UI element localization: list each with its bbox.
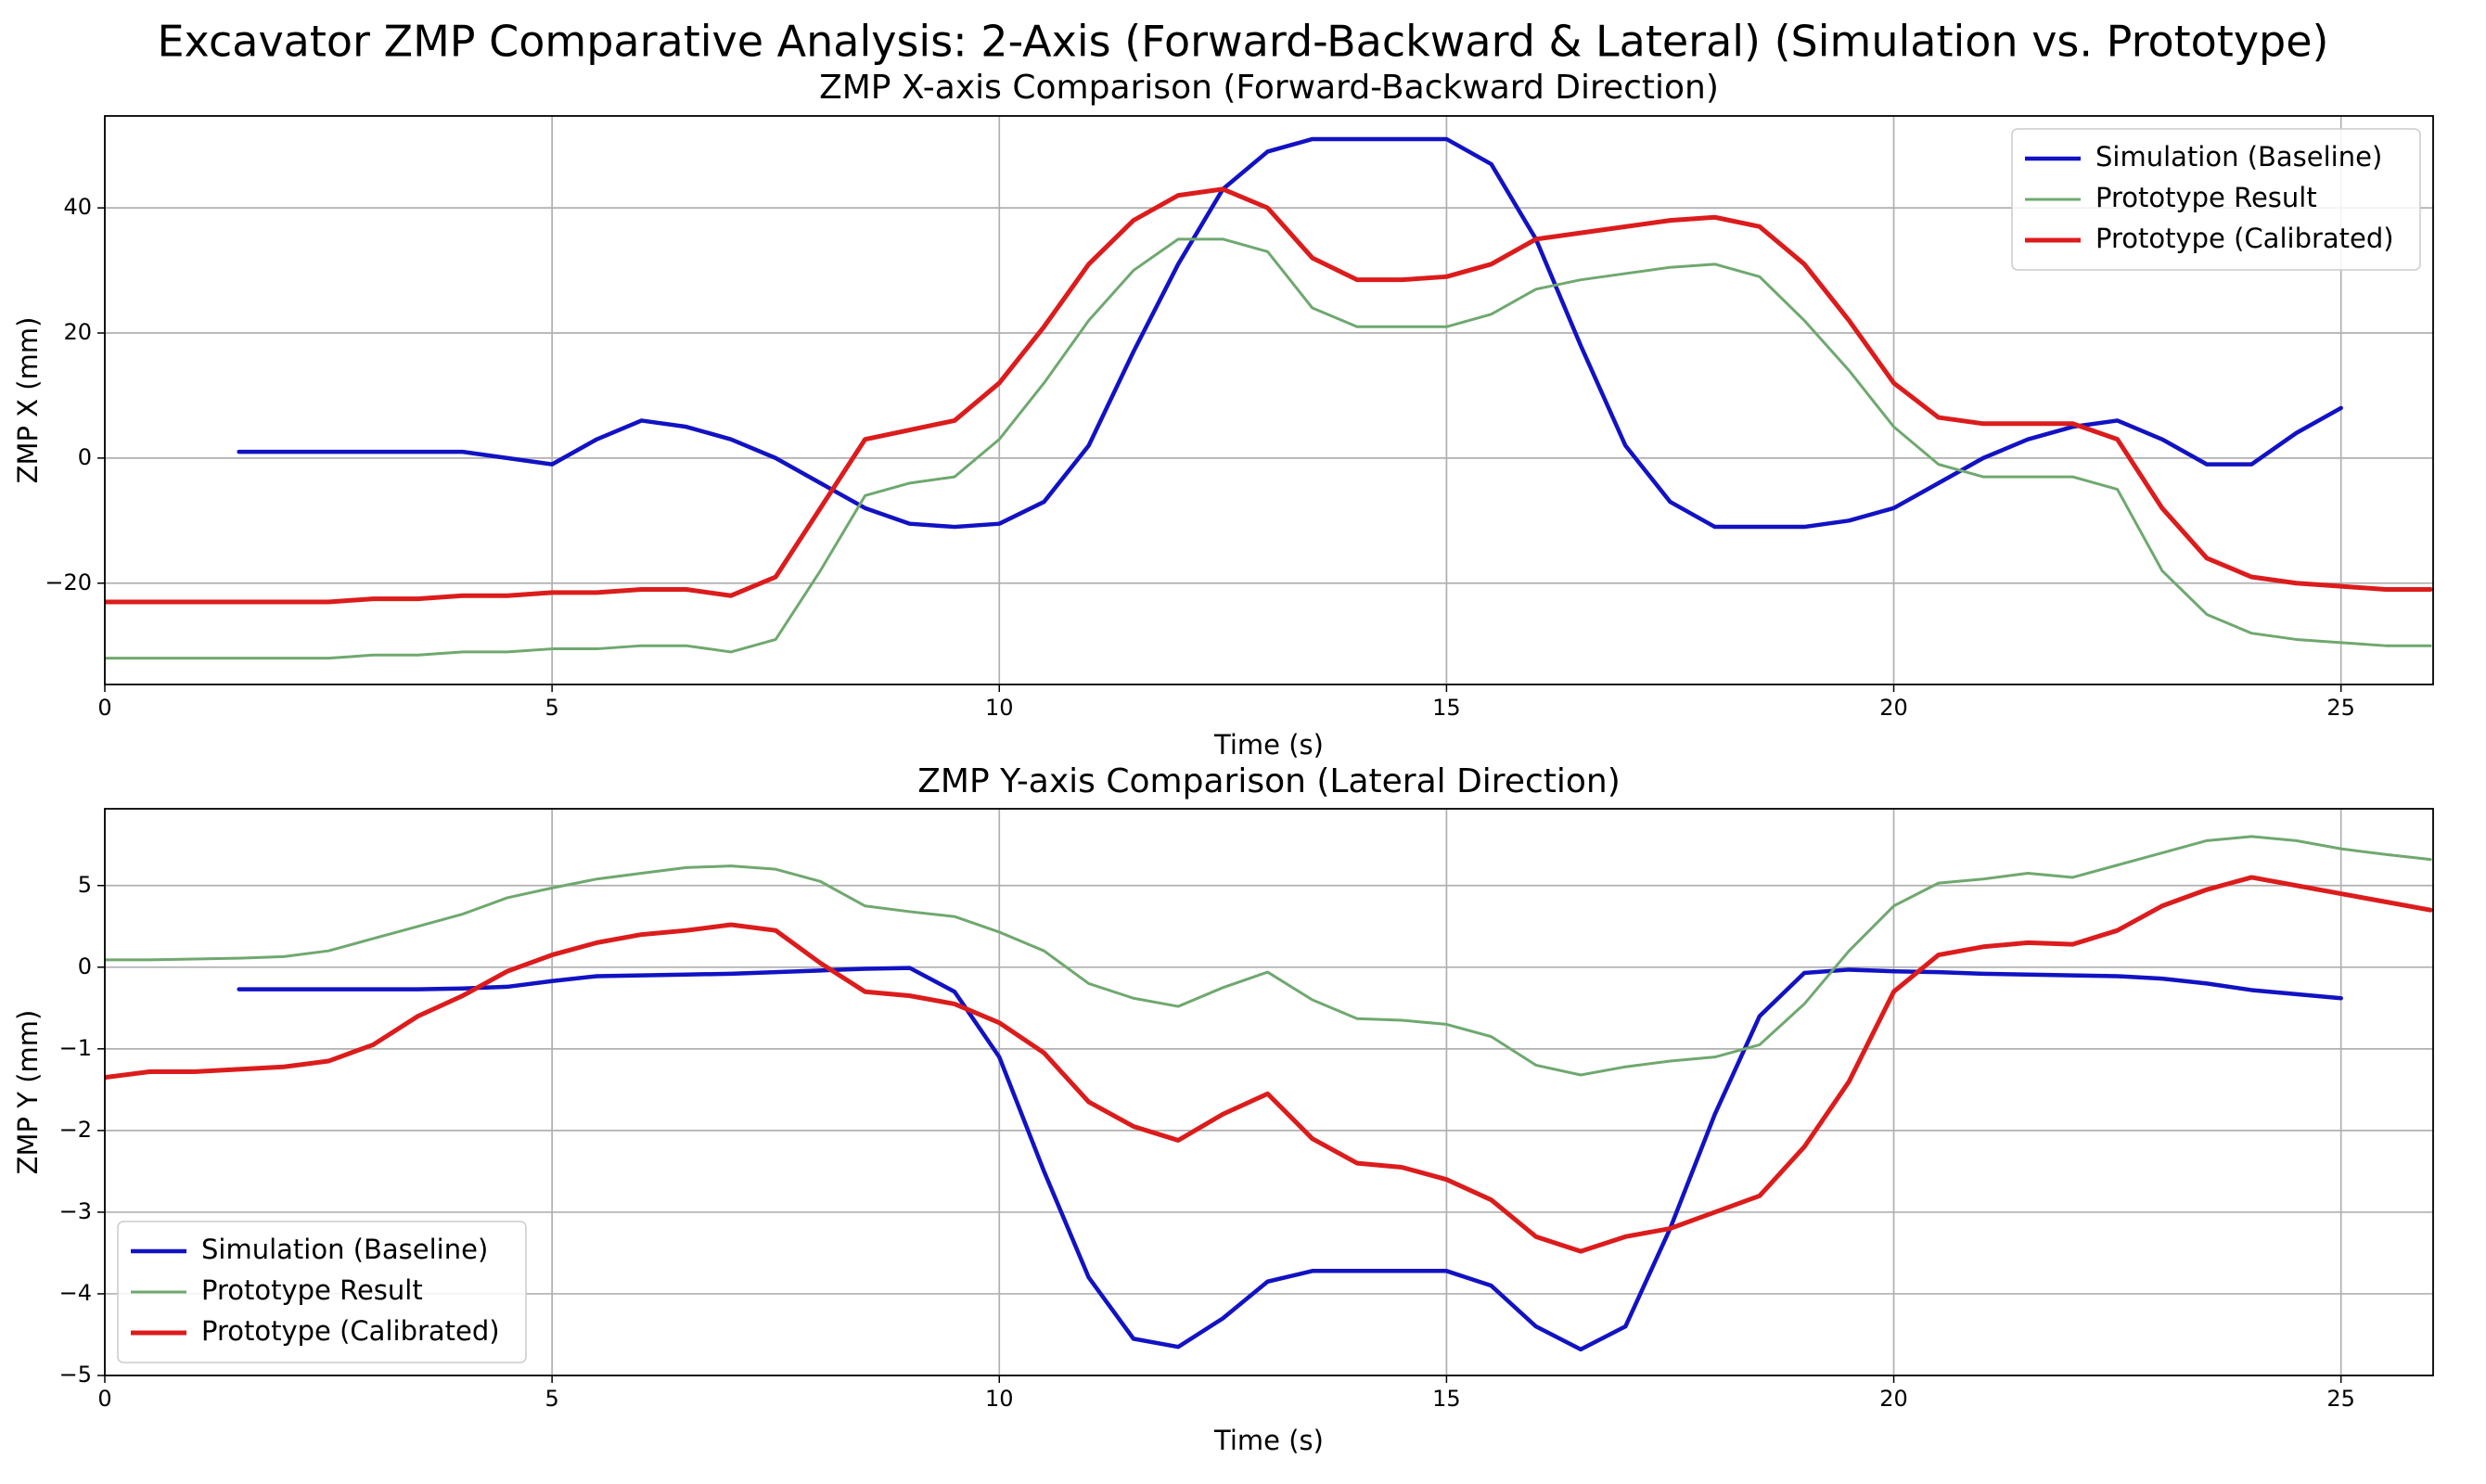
x-tick-label: 20 [1879, 1386, 1908, 1412]
x-tick-label: 10 [985, 1386, 1014, 1412]
series-line [105, 835, 2432, 1077]
x-axis-label: Time (s) [1213, 729, 1324, 761]
x-tick-label: 25 [2326, 1386, 2355, 1412]
x-tick-label: 5 [545, 1386, 558, 1412]
legend-label: Simulation (Baseline) [2095, 141, 2382, 173]
y-tick-label: −3 [59, 1198, 92, 1224]
x-axis-label: Time (s) [1213, 1425, 1324, 1456]
legend-label: Prototype (Calibrated) [2095, 223, 2394, 254]
x-tick-label: 15 [1432, 695, 1461, 721]
axes-frame [104, 115, 2434, 685]
x-tick-label: 20 [1879, 695, 1908, 721]
x-tick-label: 10 [985, 695, 1014, 721]
legend-label: Prototype (Calibrated) [201, 1315, 500, 1347]
axes-title: ZMP X-axis Comparison (Forward-Backward … [819, 69, 1719, 107]
series-line [237, 136, 2343, 530]
y-axis-label: ZMP Y (mm) [12, 1010, 44, 1175]
x-tick-label: 15 [1432, 1386, 1461, 1412]
y-tick-label: −2 [59, 1117, 92, 1143]
y-tick-label: −1 [59, 1035, 92, 1061]
axes-frame [104, 808, 2434, 1376]
y-tick-label: 0 [78, 953, 92, 979]
legend-label: Prototype Result [201, 1274, 423, 1306]
legend-label: Simulation (Baseline) [201, 1234, 488, 1265]
y-tick-label: 0 [78, 444, 92, 470]
legend-label: Prototype Result [2095, 182, 2317, 213]
x-tick-label: 5 [545, 695, 558, 721]
y-tick-label: 5 [78, 872, 92, 898]
x-tick-label: 0 [97, 1386, 111, 1412]
axes-title: ZMP Y-axis Comparison (Lateral Direction… [917, 762, 1621, 800]
series-line [105, 875, 2433, 1254]
legend-box [117, 1221, 527, 1363]
legend-box [2011, 128, 2421, 271]
y-axis-label: ZMP X (mm) [12, 317, 44, 484]
figure-title: Excavator ZMP Comparative Analysis: 2-Ax… [157, 17, 2328, 67]
x-tick-label: 25 [2326, 695, 2355, 721]
y-tick-label: −5 [59, 1362, 92, 1388]
y-tick-label: 40 [63, 194, 92, 220]
y-tick-label: −4 [59, 1280, 92, 1306]
y-tick-label: −20 [45, 569, 92, 595]
series-line [237, 966, 2343, 1352]
y-tick-label: 20 [63, 319, 92, 345]
series-line [105, 237, 2432, 660]
series-line [105, 186, 2433, 605]
x-tick-label: 0 [97, 695, 111, 721]
